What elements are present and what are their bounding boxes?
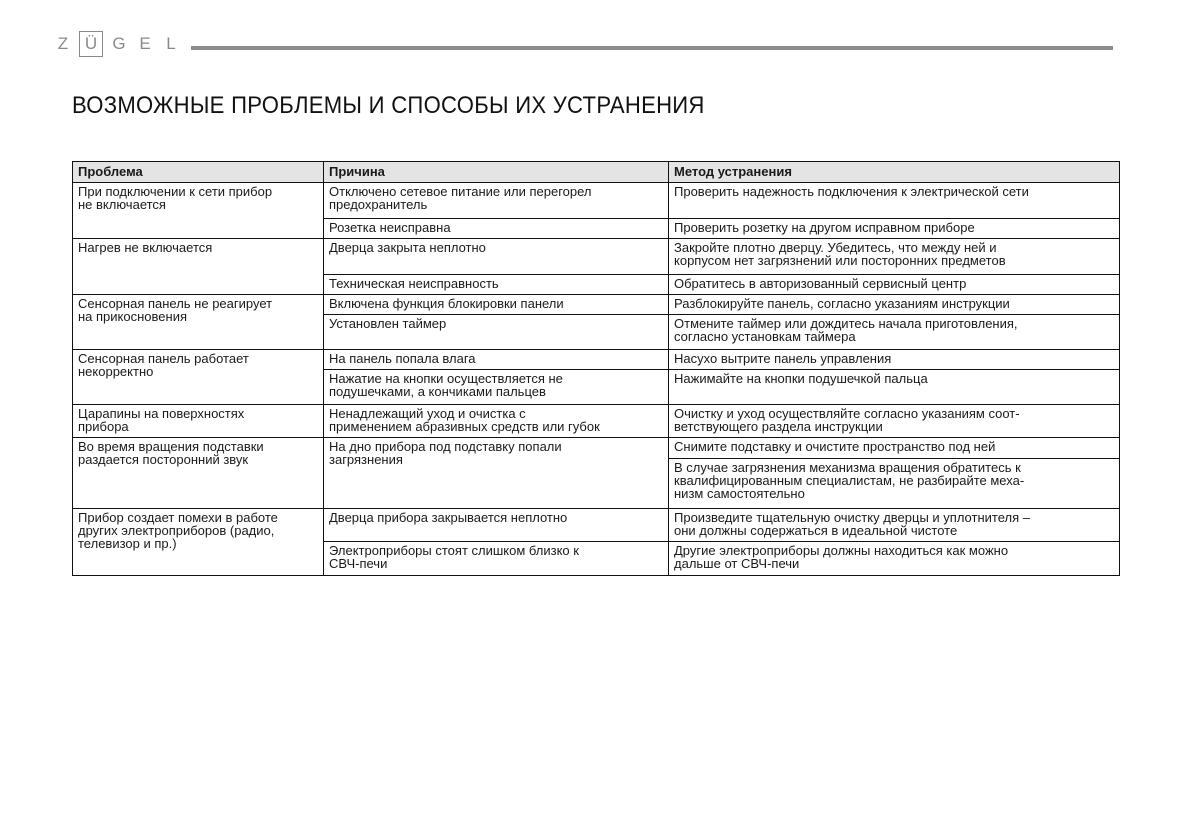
zugel-logo: Z Ü G E L xyxy=(50,31,184,57)
problem-cell: Сенсорная панель работает некорректно xyxy=(72,349,324,405)
table-row: Царапины на поверхностях прибора Ненадлеж… xyxy=(72,404,1120,438)
fix-cell: Насухо вытрите панель управления xyxy=(668,349,1120,370)
problem-cell: Прибор создает помехи в работе других эл… xyxy=(72,508,324,576)
logo-letter: G xyxy=(112,34,126,53)
table-row: Техническая неисправность Обратитесь в ав… xyxy=(73,274,1120,295)
cause-cell: Техническая неисправность xyxy=(323,274,669,295)
fix-cell: Снимите подставку и очистите пространств… xyxy=(668,437,1120,459)
fix-cell: Нажимайте на кнопки подушечкой пальца xyxy=(668,369,1120,405)
fix-cell: Очистку и уход осуществляйте согласно ук… xyxy=(668,404,1120,438)
cause-cell: Включена функция блокировки панели xyxy=(323,294,669,315)
cause-cell: На панель попала влага xyxy=(323,349,669,370)
table-row: Сенсорная панель не реагирует на прикосн… xyxy=(72,294,1120,350)
table-row: Установлен таймер Отмените таймер или дож… xyxy=(73,314,1120,350)
fix-cell: В случае загрязнения механизма вращения … xyxy=(668,458,1120,509)
fix-cell: Проверить розетку на другом исправном пр… xyxy=(668,218,1120,239)
table-row: В случае загрязнения механизма вращения … xyxy=(73,458,1120,509)
table-row: Нажатие на кнопки осуществляется не поду… xyxy=(73,369,1120,405)
table-row: Сенсорная панель работает некорректно На … xyxy=(72,349,1120,405)
cause-cell: Электроприборы стоят слишком близко к СВ… xyxy=(323,541,669,576)
logo-letter: Z xyxy=(57,34,69,53)
header-fix: Метод устранения xyxy=(668,161,1120,183)
header-problem: Проблема xyxy=(72,161,324,183)
table-row: Розетка неисправна Проверить розетку на д… xyxy=(73,218,1120,239)
page-title: ВОЗМОЖНЫЕ ПРОБЛЕМЫ И СПОСОБЫ ИХ УСТРАНЕН… xyxy=(72,92,705,119)
problem-cell: Сенсорная панель не реагирует на прикосн… xyxy=(72,294,324,350)
troubleshooting-table: Проблема Причина Метод устранения При по… xyxy=(72,161,1120,576)
cause-cell: Отключено сетевое питание или перегорел … xyxy=(323,182,669,219)
cause-cell: Розетка неисправна xyxy=(323,218,669,239)
fix-cell: Проверить надежность подключения к элект… xyxy=(668,182,1120,219)
cause-cell: Ненадлежащий уход и очистка с применение… xyxy=(323,404,669,438)
fix-cell: Закройте плотно дверцу. Убедитесь, что м… xyxy=(668,238,1120,275)
fix-cell: Разблокируйте панель, согласно указаниям… xyxy=(668,294,1120,315)
fix-cell: Другие электроприборы должны находиться … xyxy=(668,541,1120,576)
problem-cell: При подключении к сети прибор не включае… xyxy=(72,182,324,239)
table-row: Прибор создает помехи в работе других эл… xyxy=(72,508,1120,576)
cause-cell: Дверца закрыта неплотно xyxy=(323,238,669,275)
cause-cell: Нажатие на кнопки осуществляется не поду… xyxy=(323,369,669,405)
logo-letter: L xyxy=(166,34,176,53)
table-row: Нагрев не включается Дверца закрыта непло… xyxy=(72,238,1120,295)
fix-cell: Отмените таймер или дождитесь начала при… xyxy=(668,314,1120,350)
table-header-row: Проблема Причина Метод устранения xyxy=(72,161,1120,183)
problem-cell: Нагрев не включается xyxy=(72,238,324,295)
problem-cell: Во время вращения подставки раздается по… xyxy=(72,437,324,509)
table-row: Во время вращения подставки раздается по… xyxy=(72,437,1120,509)
cause-cell: На дно прибора под подставку попали загр… xyxy=(323,437,669,509)
cause-cell: Дверца прибора закрывается неплотно xyxy=(323,508,669,542)
logo-letter: E xyxy=(139,34,151,53)
header-cause: Причина xyxy=(323,161,669,183)
problem-cell: Царапины на поверхностях прибора xyxy=(72,404,324,438)
fix-cell: Произведите тщательную очистку дверцы и … xyxy=(668,508,1120,542)
header-divider xyxy=(191,46,1113,50)
logo-letter: Ü xyxy=(79,31,103,57)
fix-cell: Обратитесь в авторизованный сервисный це… xyxy=(668,274,1120,295)
table-row: Электроприборы стоят слишком близко к СВ… xyxy=(73,541,1120,576)
table-row: При подключении к сети прибор не включае… xyxy=(72,182,1120,239)
cause-cell: Установлен таймер xyxy=(323,314,669,350)
